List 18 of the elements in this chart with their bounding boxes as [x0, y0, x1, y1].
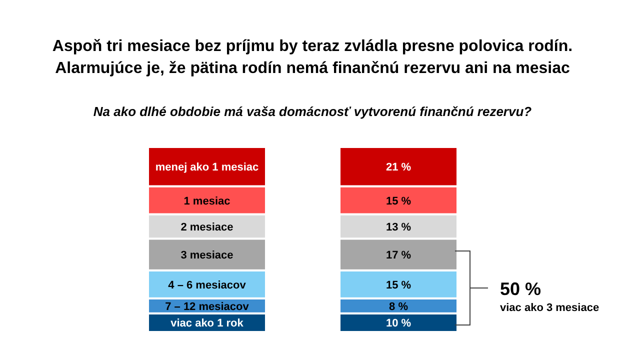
text: 50 % [500, 279, 542, 299]
chart-title: Aspoň tri mesiace bez príjmu by teraz zvládla presne polovica rodín. Alarmujúce je, že pätina rodín nemá finančnú rezervu ani na mesiac [51, 37, 574, 79]
data-label: 15 % [386, 279, 412, 292]
data-label: 17 % [386, 249, 412, 262]
data-label: 8 % [389, 300, 408, 313]
chart-subtitle: Na ako dlhé obdobie má vaša domácnosť vytvorenú finančnú rezervu? [92, 104, 533, 119]
data-label: 10 % [386, 318, 412, 330]
data-label: 15 % [386, 195, 412, 208]
text: viac ako 3 mesiace [500, 302, 600, 314]
series-label: 4 – 6 mesiacov [168, 279, 247, 292]
series-label: menej ako 1 mesiac [155, 162, 259, 174]
series-label: 1 mesiac [184, 195, 230, 208]
series-label: viac ako 1 rok [170, 318, 244, 330]
data-label: 13 % [386, 221, 412, 234]
series-label: 2 mesiace [180, 221, 234, 234]
data-label: 21 % [386, 162, 412, 174]
series-label: 7 – 12 mesiacov [165, 300, 250, 313]
series-label: 3 mesiace [180, 249, 234, 262]
